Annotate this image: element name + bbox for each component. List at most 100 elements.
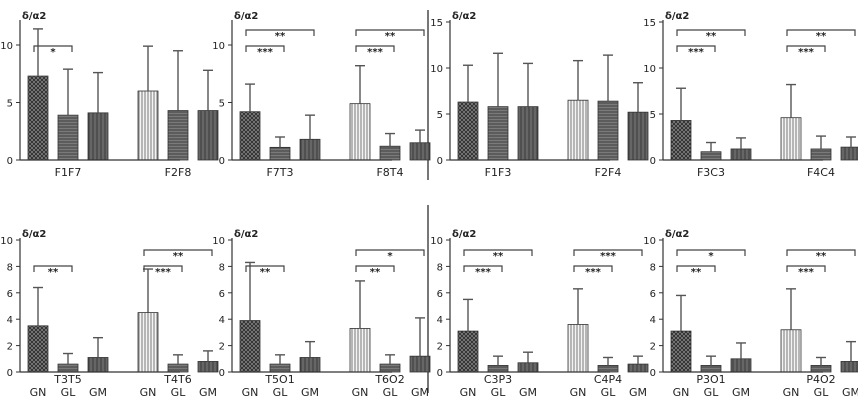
bar bbox=[457, 101, 479, 161]
bar bbox=[700, 151, 722, 161]
bar-label: GN bbox=[242, 386, 259, 399]
significance-bracket bbox=[676, 265, 716, 272]
chart-panel-3: 0 5 10 15 δ/α2 F1F3 F2F4 bbox=[430, 11, 649, 179]
bar bbox=[517, 106, 539, 161]
y-tick-label: 2 bbox=[7, 342, 13, 353]
bar bbox=[627, 363, 649, 373]
bar bbox=[840, 146, 858, 161]
bar bbox=[269, 363, 291, 373]
bar bbox=[349, 103, 371, 161]
group-label: F2F8 bbox=[165, 166, 192, 179]
y-tick-label: 4 bbox=[7, 315, 13, 326]
significance-label: ** bbox=[370, 267, 381, 278]
y-tick-label: 4 bbox=[219, 315, 225, 326]
bar-label: GL bbox=[814, 386, 830, 399]
bar-label: GM bbox=[519, 386, 537, 399]
y-tick-label: 0 bbox=[219, 156, 225, 167]
bar bbox=[87, 357, 109, 373]
bar-label: GL bbox=[704, 386, 720, 399]
significance-label: *** bbox=[688, 47, 704, 58]
bar bbox=[730, 358, 752, 373]
bar-label: GM bbox=[301, 386, 319, 399]
y-axis-label: δ/α2 bbox=[22, 11, 46, 22]
y-axis-label: δ/α2 bbox=[22, 229, 46, 240]
group-label: F1F7 bbox=[55, 166, 82, 179]
y-tick-label: 6 bbox=[650, 289, 656, 300]
bar bbox=[597, 364, 619, 373]
bar bbox=[700, 364, 722, 373]
significance-bracket bbox=[355, 29, 425, 36]
bar-label: GN bbox=[570, 386, 587, 399]
group-label: T6O2 bbox=[374, 373, 404, 386]
y-tick-label: 0 bbox=[7, 368, 13, 379]
significance-label: ** bbox=[48, 267, 59, 278]
bar bbox=[299, 138, 321, 161]
bar bbox=[269, 146, 291, 161]
significance-bracket bbox=[786, 45, 826, 52]
bar-label: GN bbox=[30, 386, 47, 399]
y-tick-label: 5 bbox=[219, 99, 225, 110]
bar bbox=[167, 110, 189, 161]
bar-label: GM bbox=[411, 386, 429, 399]
significance-bracket bbox=[143, 265, 183, 272]
significance-bracket bbox=[355, 249, 425, 256]
bar bbox=[137, 312, 159, 373]
y-tick-label: 4 bbox=[650, 315, 656, 326]
significance-bracket bbox=[676, 29, 746, 36]
y-tick-label: 15 bbox=[430, 18, 443, 29]
bar bbox=[27, 325, 49, 373]
bar bbox=[597, 100, 619, 161]
significance-label: ** bbox=[816, 31, 827, 42]
bar bbox=[567, 324, 589, 373]
y-tick-label: 2 bbox=[437, 342, 443, 353]
bar-label: GL bbox=[273, 386, 289, 399]
y-axis-label: δ/α2 bbox=[665, 11, 689, 22]
bar-label: GN bbox=[673, 386, 690, 399]
y-tick-label: 0 bbox=[650, 368, 656, 379]
y-tick-label: 0 bbox=[219, 368, 225, 379]
chart-panel-1: 0 5 10 δ/α2 F1F7 * F2F8 bbox=[0, 11, 219, 179]
significance-bracket bbox=[573, 265, 613, 272]
group-label: C4P4 bbox=[594, 373, 622, 386]
bar-label: GN bbox=[140, 386, 157, 399]
y-tick-label: 10 bbox=[212, 236, 225, 247]
significance-bracket bbox=[463, 265, 503, 272]
significance-bracket bbox=[355, 45, 395, 52]
significance-bracket bbox=[463, 249, 533, 256]
group-label: T4T6 bbox=[163, 373, 191, 386]
group-label: F8T4 bbox=[376, 166, 403, 179]
bar bbox=[670, 120, 692, 161]
y-axis-label: δ/α2 bbox=[234, 11, 258, 22]
significance-bracket bbox=[786, 249, 856, 256]
significance-bracket bbox=[33, 265, 73, 272]
y-tick-label: 8 bbox=[650, 262, 656, 273]
significance-bracket bbox=[33, 45, 73, 52]
bar bbox=[167, 363, 189, 373]
significance-label: * bbox=[708, 251, 714, 262]
group-label: T5O1 bbox=[264, 373, 294, 386]
significance-label: *** bbox=[475, 267, 491, 278]
bar bbox=[409, 142, 431, 161]
significance-label: *** bbox=[367, 47, 383, 58]
significance-label: ** bbox=[816, 251, 827, 262]
bar bbox=[487, 106, 509, 161]
bar bbox=[780, 117, 802, 161]
significance-label: ** bbox=[706, 31, 717, 42]
group-label: F3C3 bbox=[697, 166, 725, 179]
y-tick-label: 2 bbox=[650, 342, 656, 353]
bar bbox=[780, 329, 802, 373]
bar bbox=[87, 112, 109, 161]
significance-label: ** bbox=[691, 267, 702, 278]
y-tick-label: 5 bbox=[437, 110, 443, 121]
bar bbox=[137, 90, 159, 161]
y-tick-label: 8 bbox=[219, 262, 225, 273]
bar bbox=[627, 111, 649, 161]
y-tick-label: 0 bbox=[437, 156, 443, 167]
bar bbox=[517, 362, 539, 373]
significance-label: *** bbox=[257, 47, 273, 58]
